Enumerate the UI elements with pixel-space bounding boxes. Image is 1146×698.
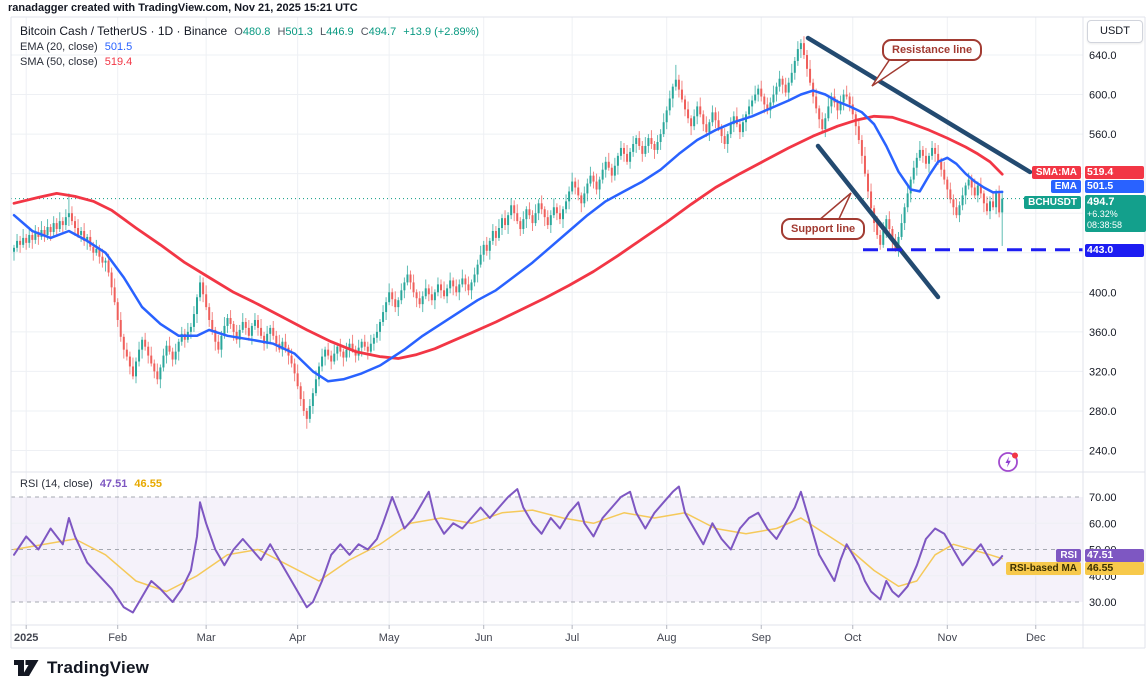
ema20-line (12, 89, 1004, 383)
open-value: 480.8 (242, 26, 271, 38)
bar-countdown: 08:38:58 (1087, 220, 1123, 230)
flash-icon (998, 452, 1018, 472)
support-level-price-label: 443.0 (1085, 244, 1144, 257)
svg-text:640.0: 640.0 (1089, 50, 1117, 62)
last-price-percent: +6.32% (1087, 209, 1118, 219)
low-value: 446.9 (326, 26, 354, 38)
rsi-axis-tag: RSI (1056, 549, 1081, 562)
svg-text:240.0: 240.0 (1089, 446, 1117, 458)
sma-price-label: 519.4 (1085, 166, 1144, 179)
tradingview-logo[interactable]: TradingView (14, 658, 149, 678)
price-axis-labels[interactable]: 640.0600.0560.0520.0480.0440.0400.0360.0… (1089, 50, 1117, 609)
svg-text:Apr: Apr (289, 632, 306, 644)
flash-events-button[interactable] (997, 451, 1019, 473)
sma-axis-tag: SMA:MA (1031, 166, 1081, 179)
last-price-label: 494.7 +6.32% 08:38:58 (1085, 195, 1146, 232)
rsi-ma-axis-tag: RSI-based MA (1005, 562, 1081, 575)
rsi-legend-row: RSI (14, close) 47.51 46.55 (20, 478, 166, 490)
rsi-ma-value-label: 46.55 (1085, 562, 1144, 575)
svg-text:320.0: 320.0 (1089, 366, 1117, 378)
close-value: 494.7 (368, 26, 397, 38)
svg-text:Sep: Sep (751, 632, 771, 644)
low-label: L (319, 26, 327, 38)
sma-value: 519.4 (104, 56, 133, 68)
rsi-ma-line (13, 509, 1003, 593)
sma-legend-row: SMA (50, close) 519.4 (20, 56, 136, 68)
svg-text:400.0: 400.0 (1089, 287, 1117, 299)
sma-label: SMA (50, close) (20, 56, 98, 68)
svg-text:Jul: Jul (565, 632, 579, 644)
svg-text:Jun: Jun (475, 632, 493, 644)
rsi-line (13, 485, 1004, 614)
rsi-label: RSI (14, close) (20, 478, 93, 490)
tradingview-logo-text: TradingView (47, 658, 150, 677)
svg-text:Mar: Mar (197, 632, 216, 644)
close-label: C (360, 26, 369, 38)
support-line-callout[interactable]: Support line (781, 218, 866, 240)
support-trendline[interactable] (815, 143, 941, 300)
svg-text:Aug: Aug (657, 632, 677, 644)
svg-text:70.00: 70.00 (1089, 492, 1117, 504)
sma50-line (12, 114, 1004, 360)
high-value: 501.3 (285, 26, 313, 38)
open-label: O (234, 26, 243, 38)
resistance-line-callout[interactable]: Resistance line (882, 39, 983, 61)
ema-legend-row: EMA (20, close) 501.5 (20, 41, 136, 53)
rsi-ma-value: 46.55 (134, 478, 162, 490)
tradingview-logo-icon (14, 660, 39, 676)
rsi-value: 47.51 (99, 478, 128, 490)
svg-text:Nov: Nov (938, 632, 958, 644)
svg-text:Feb: Feb (108, 632, 127, 644)
svg-text:360.0: 360.0 (1089, 327, 1117, 339)
symbol-legend-row: Bitcoin Cash / TetherUS · 1D · Binance O… (20, 24, 483, 38)
time-axis-labels[interactable]: 2025 Feb Mar Apr May Jun Jul Aug Sep Oct Nov Dec (14, 625, 1046, 644)
resistance-callout-tail (871, 58, 915, 87)
pane-borders (10, 16, 1146, 649)
ema-price-label: 501.5 (1085, 180, 1144, 193)
resistance-trendline[interactable] (805, 35, 1033, 175)
symbol-title: Bitcoin Cash / TetherUS · 1D · Binance (20, 24, 228, 38)
svg-text:May: May (379, 632, 400, 644)
last-price-value: 494.7 (1087, 196, 1115, 208)
svg-text:60.00: 60.00 (1089, 518, 1117, 530)
support-callout-tail (815, 192, 852, 222)
svg-text:560.0: 560.0 (1089, 129, 1117, 141)
svg-text:2025: 2025 (14, 632, 38, 644)
svg-text:280.0: 280.0 (1089, 406, 1117, 418)
change-value: +13.9 (+2.89%) (403, 26, 480, 38)
rsi-value-label: 47.51 (1085, 549, 1144, 562)
symbol-axis-tag: BCHUSDT (1024, 196, 1081, 209)
svg-text:600.0: 600.0 (1089, 90, 1117, 102)
ema-label: EMA (20, close) (20, 41, 98, 53)
svg-text:Dec: Dec (1026, 632, 1046, 644)
svg-text:Oct: Oct (844, 632, 861, 644)
credit-text: ranadagger created with TradingView.com,… (8, 2, 358, 14)
ema-value: 501.5 (104, 41, 133, 53)
ema-axis-tag: EMA (1050, 180, 1081, 193)
high-label: H (277, 26, 286, 38)
svg-text:30.00: 30.00 (1089, 597, 1117, 609)
currency-usdt-button[interactable]: USDT (1087, 20, 1143, 43)
